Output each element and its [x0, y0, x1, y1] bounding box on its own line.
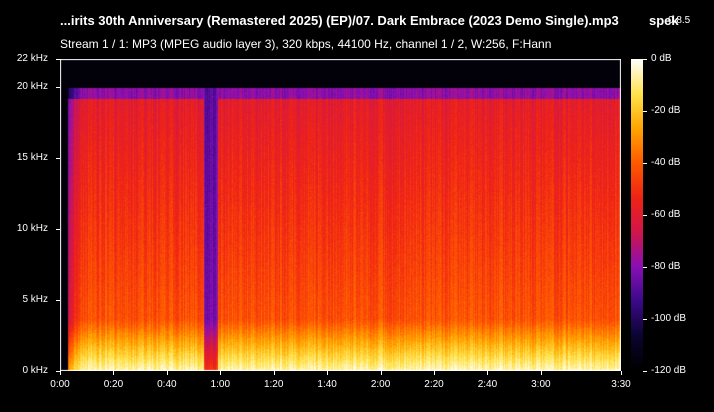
db-tick-label: 0 dB	[651, 53, 672, 64]
y-tick-mark	[56, 87, 60, 89]
db-tick-mark	[643, 59, 647, 60]
x-tick-mark	[380, 371, 382, 375]
y-tick-mark	[56, 371, 60, 372]
db-tick-label: -120 dB	[651, 365, 687, 376]
stream-info: Stream 1 / 1: MP3 (MPEG audio layer 3), …	[60, 37, 552, 51]
x-tick-mark	[327, 371, 329, 375]
x-tick-label: 0:20	[103, 379, 124, 390]
x-tick-label: 1:00	[210, 379, 231, 390]
x-tick-label: 2:40	[477, 379, 498, 390]
app-version: 0.8.5	[668, 15, 691, 26]
x-tick-mark	[621, 371, 622, 375]
x-tick-mark	[434, 371, 435, 375]
x-tick-label: 1:40	[317, 379, 337, 390]
y-tick-label: 20 kHz	[16, 81, 48, 93]
file-title: ...irits 30th Anniversary (Remastered 20…	[60, 13, 619, 28]
x-tick-label: 0:00	[50, 379, 70, 390]
db-tick-label: -60 dB	[651, 209, 681, 220]
db-tick-mark	[643, 215, 647, 216]
y-tick-mark	[56, 300, 60, 302]
y-tick-mark	[56, 59, 60, 60]
y-tick-label: 15 kHz	[16, 152, 48, 164]
y-tick-label: 10 kHz	[16, 223, 48, 235]
db-tick-mark	[643, 319, 647, 320]
y-tick-label: 22 kHz	[16, 53, 48, 64]
x-tick-label: 0:40	[157, 379, 177, 390]
x-tick-mark	[60, 371, 61, 375]
spectrogram-plot[interactable]	[60, 59, 621, 371]
db-color-scale	[631, 59, 643, 371]
db-tick-label: -20 dB	[651, 105, 681, 116]
db-tick-mark	[643, 163, 647, 164]
x-tick-label: 2:20	[424, 379, 444, 390]
db-tick-label: -80 dB	[651, 261, 681, 272]
app-name: spek	[649, 13, 679, 28]
x-tick-label: 1:20	[263, 379, 284, 390]
y-tick-mark	[56, 229, 60, 231]
x-tick-label: 3:00	[531, 379, 551, 390]
y-tick-label: 5 kHz	[22, 294, 48, 306]
y-tick-mark	[56, 158, 60, 160]
db-tick-mark	[643, 371, 647, 372]
y-tick-label: 0 kHz	[22, 365, 48, 376]
db-tick-mark	[643, 111, 647, 112]
x-tick-mark	[487, 371, 489, 375]
x-tick-mark	[113, 371, 115, 375]
db-tick-label: -100 dB	[651, 313, 687, 324]
x-tick-mark	[540, 371, 542, 375]
x-tick-label: 3:30	[611, 379, 631, 390]
db-tick-label: -40 dB	[651, 157, 681, 168]
x-tick-mark	[220, 371, 222, 375]
x-tick-label: 2:00	[370, 379, 391, 390]
x-tick-mark	[273, 371, 275, 375]
db-tick-mark	[643, 267, 647, 268]
x-tick-mark	[166, 371, 168, 375]
